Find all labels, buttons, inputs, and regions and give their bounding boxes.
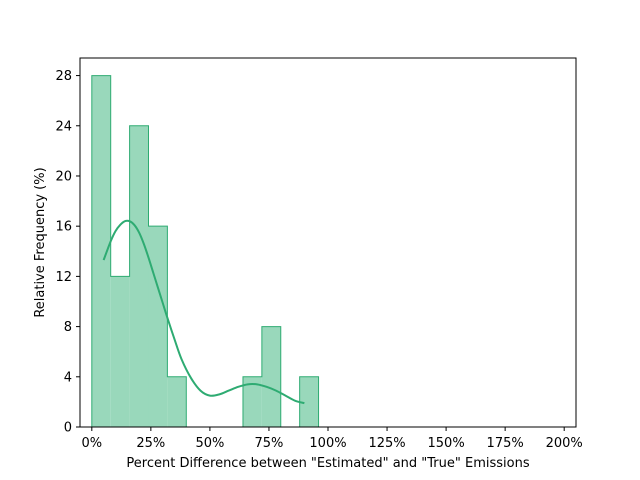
y-tick-label: 24 bbox=[55, 119, 72, 134]
y-axis-label: Relative Frequency (%) bbox=[33, 167, 48, 317]
histogram-bar bbox=[299, 376, 319, 427]
y-tick-label: 12 bbox=[55, 270, 72, 285]
histogram-bar bbox=[91, 75, 111, 428]
kde-curve bbox=[102, 219, 305, 405]
y-tick-label: 8 bbox=[64, 320, 72, 335]
x-tick-label: 150% bbox=[428, 436, 465, 451]
x-tick-label: 0% bbox=[81, 436, 102, 451]
y-tick-label: 4 bbox=[64, 370, 72, 385]
histogram-bar bbox=[261, 326, 281, 427]
y-tick-label: 20 bbox=[55, 169, 72, 184]
histogram-bar bbox=[129, 125, 149, 427]
histogram-bar bbox=[110, 276, 130, 427]
histogram-bar bbox=[148, 226, 168, 427]
x-tick-label: 25% bbox=[136, 436, 165, 451]
histogram-bars bbox=[91, 75, 319, 428]
x-axis-ticks: 0% 25% 50% 75% 100% 125% 150% 175% 200% bbox=[81, 427, 583, 451]
x-tick-label: 100% bbox=[309, 436, 346, 451]
x-tick-label: 50% bbox=[195, 436, 224, 451]
y-tick-label: 0 bbox=[64, 421, 72, 436]
y-tick-label: 28 bbox=[55, 69, 72, 84]
histogram-bar bbox=[167, 376, 187, 427]
x-tick-label: 75% bbox=[254, 436, 283, 451]
x-tick-label: 175% bbox=[487, 436, 524, 451]
y-axis-ticks: 0 4 8 12 16 20 24 28 bbox=[55, 69, 80, 436]
x-tick-label: 200% bbox=[546, 436, 583, 451]
histogram-bar bbox=[242, 376, 262, 427]
y-tick-label: 16 bbox=[55, 220, 72, 235]
x-axis-label: Percent Difference between "Estimated" a… bbox=[126, 456, 529, 471]
x-tick-label: 125% bbox=[368, 436, 405, 451]
